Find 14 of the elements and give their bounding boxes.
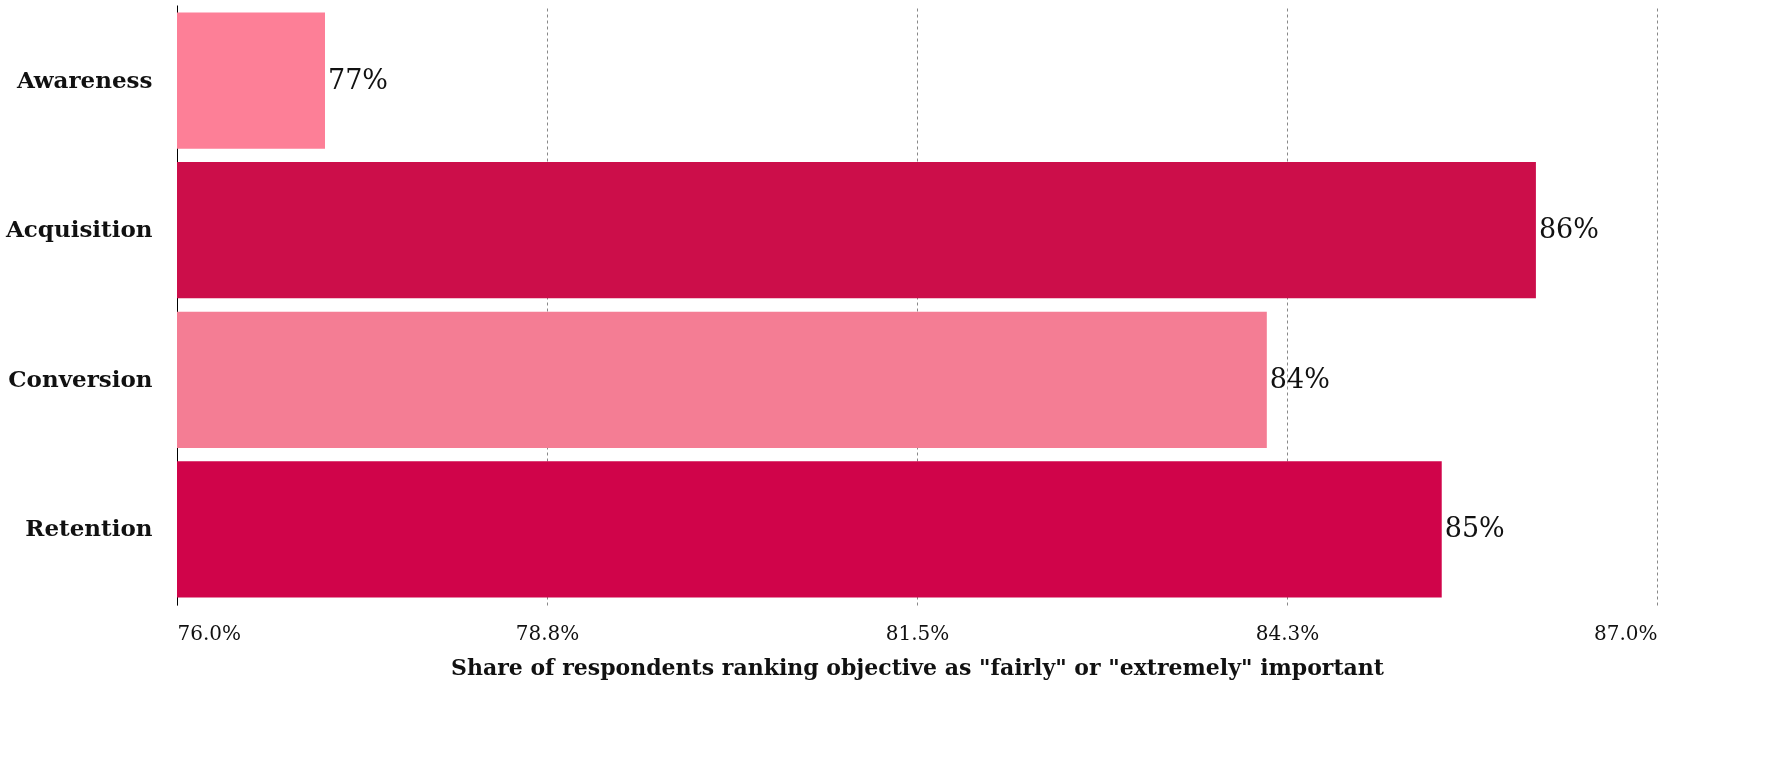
y-tick-label: Conversion: [8, 364, 153, 392]
data-label: 77%: [328, 63, 389, 95]
x-tick-label: 81.5%: [885, 620, 950, 645]
x-axis-title: Share of respondents ranking objective as "fairly" or "extremely" important: [451, 653, 1385, 680]
y-tick-label: Retention: [25, 514, 153, 542]
data-label: 86%: [1538, 213, 1599, 245]
x-tick-label: 78.8%: [515, 620, 580, 645]
x-tick-label: 84.3%: [1255, 620, 1320, 645]
y-tick-label: Acquisition: [4, 215, 153, 243]
y-tick-label: Awareness: [15, 65, 153, 93]
data-label: 85%: [1444, 512, 1505, 544]
x-tick-label: 76.0%: [177, 620, 242, 645]
data-label: 84%: [1269, 362, 1330, 394]
x-tick-label: 87.0%: [1593, 620, 1658, 645]
